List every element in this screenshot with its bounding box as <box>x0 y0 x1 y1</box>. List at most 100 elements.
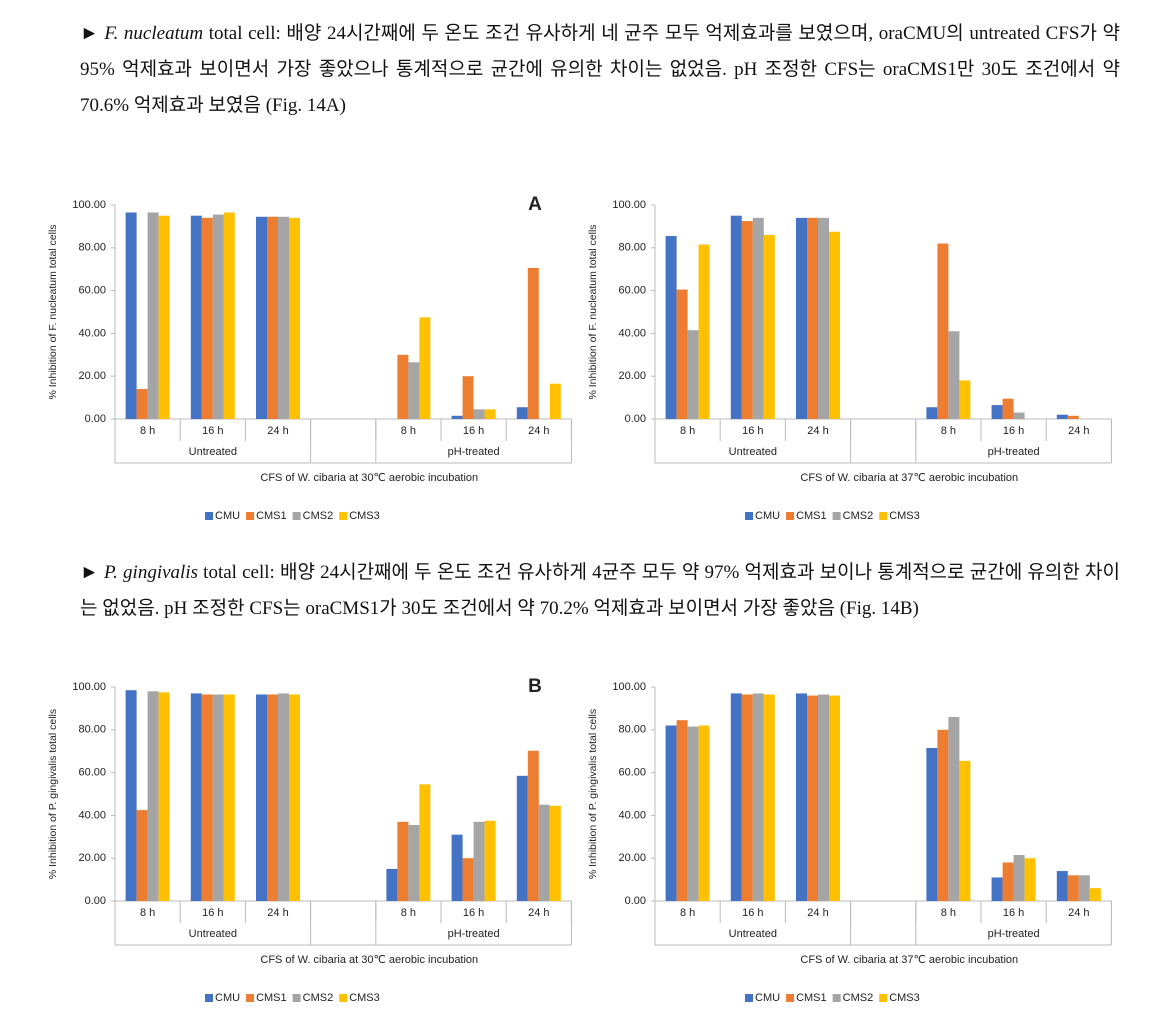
bar <box>549 383 561 419</box>
legend-swatch <box>292 512 301 520</box>
y-tick-label: 0.00 <box>625 895 646 907</box>
y-tick-label: 20.00 <box>618 370 646 382</box>
x-tick-label: 16 h <box>1003 907 1024 919</box>
legend-label: CMS3 <box>889 992 920 1004</box>
x-axis-label: CFS of W. cibaria at 37℃ aerobic incubat… <box>800 954 1018 966</box>
bar <box>829 231 840 419</box>
legend-swatch <box>786 512 795 520</box>
bar <box>473 409 485 419</box>
legend-swatch <box>339 994 348 1002</box>
legend-label: CMS1 <box>256 510 287 522</box>
bar <box>136 389 148 419</box>
legend-swatch <box>786 994 795 1002</box>
y-tick-label: 40.00 <box>618 809 646 821</box>
bar <box>462 858 474 901</box>
x-tick-label: 24 h <box>267 425 288 437</box>
bar <box>926 747 938 901</box>
legend-swatch <box>246 994 255 1002</box>
legend-swatch <box>745 512 753 520</box>
y-tick-label: 60.00 <box>78 767 106 779</box>
bar <box>397 821 409 901</box>
chart: 0.00 20.00 40.00 60.00 80.00 100.00 % Inhibiti… <box>587 199 1112 522</box>
y-tick-label: 100.00 <box>72 199 106 211</box>
legend-label: CMS1 <box>796 992 827 1004</box>
bar <box>278 693 289 901</box>
legend-swatch <box>246 512 255 520</box>
y-tick-label: 20.00 <box>618 852 646 864</box>
bar <box>267 694 278 901</box>
bar <box>256 694 267 901</box>
x-tick-label: 16 h <box>463 425 484 437</box>
chart: 0.00 20.00 40.00 60.00 80.00 100.00 % Inhibiti… <box>47 194 572 522</box>
bar <box>201 217 213 419</box>
x-axis-label: CFS of W. cibaria at 37℃ aerobic incubat… <box>800 472 1018 484</box>
bar <box>687 726 699 901</box>
legend-swatch <box>339 512 348 520</box>
y-tick-label: 80.00 <box>618 242 646 254</box>
y-tick-label: 0.00 <box>625 413 646 425</box>
bar <box>676 720 688 901</box>
bar <box>190 215 202 419</box>
bar <box>278 216 289 419</box>
bar <box>1002 862 1014 901</box>
bar <box>741 221 753 419</box>
group-label: Untreated <box>189 928 237 940</box>
paragraph-text: total cell: 배양 24시간째에 두 온도 조건 유사하게 4균주 모… <box>80 562 1120 619</box>
bar <box>1013 412 1025 419</box>
bar <box>484 409 496 419</box>
species: F. nucleatum <box>104 23 204 44</box>
legend-label: CMS3 <box>349 510 380 522</box>
legend-label: CMS3 <box>889 510 920 522</box>
legend-label: CMS2 <box>303 992 334 1004</box>
group-label: Untreated <box>729 928 777 940</box>
x-tick-label: 16 h <box>202 425 223 437</box>
bar <box>991 877 1003 901</box>
bullet: ► <box>80 23 105 44</box>
bar <box>212 694 224 901</box>
x-tick-label: 16 h <box>463 907 484 919</box>
y-tick-label: 100.00 <box>612 681 646 693</box>
bar <box>698 725 710 901</box>
bar <box>473 821 485 901</box>
bar <box>516 775 528 901</box>
group-label: pH-treated <box>448 928 500 940</box>
legend-swatch <box>745 994 753 1002</box>
x-tick-label: 24 h <box>528 907 549 919</box>
bar <box>937 243 949 419</box>
bar <box>687 330 699 419</box>
legend-swatch <box>879 994 888 1002</box>
bar <box>665 236 677 419</box>
legend-swatch <box>205 994 213 1002</box>
legend-swatch <box>879 512 888 520</box>
legend-label: CMU <box>755 510 780 522</box>
bar <box>289 694 300 901</box>
y-axis-label: % Inhibition of P. gingivalis total cell… <box>47 709 59 879</box>
y-tick-label: 100.00 <box>72 681 106 693</box>
y-tick-label: 60.00 <box>78 285 106 297</box>
x-tick-label: 24 h <box>807 907 828 919</box>
paragraph: ► F. nucleatum total cell: 배양 24시간째에 두 온… <box>80 16 1120 124</box>
y-tick-label: 60.00 <box>618 285 646 297</box>
x-tick-label: 24 h <box>807 425 828 437</box>
bar <box>158 692 170 901</box>
legend-label: CMS2 <box>843 510 874 522</box>
y-axis-label: % Inhibition of P. gingivalis total cell… <box>587 709 599 879</box>
group-label: Untreated <box>189 446 237 458</box>
bar <box>991 405 1003 419</box>
bar <box>807 217 818 419</box>
legend-label: CMS2 <box>303 510 334 522</box>
bar <box>289 217 300 419</box>
bar <box>763 694 775 901</box>
bar <box>419 317 431 419</box>
y-axis-label: % Inhibition of F. nucleatum total cells <box>587 224 599 399</box>
group-label: pH-treated <box>988 928 1040 940</box>
bar <box>256 216 267 419</box>
x-tick-label: 16 h <box>1003 425 1024 437</box>
x-tick-label: 16 h <box>202 907 223 919</box>
bar <box>223 212 235 419</box>
bar <box>190 693 202 901</box>
bar <box>147 212 159 419</box>
bullet: ► <box>80 562 104 583</box>
legend-label: CMS1 <box>256 992 287 1004</box>
